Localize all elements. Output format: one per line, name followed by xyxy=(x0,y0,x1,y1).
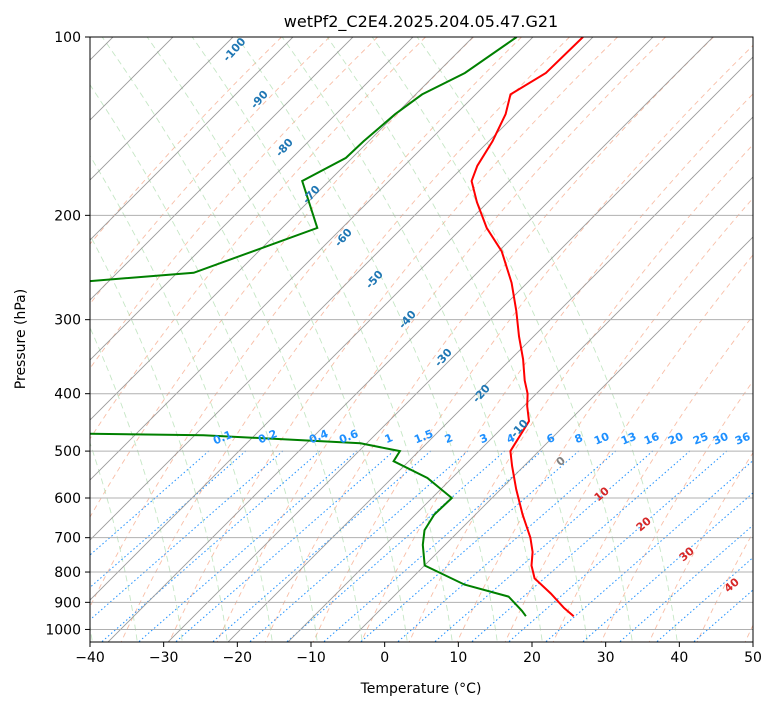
y-tick-label: 500 xyxy=(54,444,81,460)
moist-adiabat-curve xyxy=(416,37,678,642)
mixing-ratio-label: 13 xyxy=(619,430,638,448)
y-axis-label: Pressure (hPa) xyxy=(13,289,29,389)
y-tick-label: 800 xyxy=(54,565,81,581)
mixing-ratio-line xyxy=(655,556,753,642)
dry-adiabat-curve xyxy=(264,37,715,642)
dry-adiabat-curve xyxy=(120,37,571,642)
isotherm-line xyxy=(347,236,753,642)
x-tick-label: 10 xyxy=(449,650,467,666)
dry-adiabat-curve xyxy=(216,37,667,642)
moist-adiabat-curve xyxy=(90,326,183,642)
dewpoint-profile-line xyxy=(90,37,527,617)
dry-adiabat-curve xyxy=(90,37,331,305)
mixing-ratio-line xyxy=(137,449,359,642)
y-tick-label: 600 xyxy=(54,491,81,507)
mixing-ratio-line xyxy=(174,449,396,642)
x-tick-label: −20 xyxy=(223,650,253,666)
isotherm-line xyxy=(90,37,474,421)
isotherm-line xyxy=(287,176,753,642)
mixing-ratio-label: 1 xyxy=(383,431,395,446)
x-tick-label: −10 xyxy=(296,650,326,666)
mixing-ratio-line xyxy=(470,449,692,642)
mixing-ratio-line xyxy=(211,449,433,642)
dry-adiabat-curve xyxy=(168,37,619,642)
moist-adiabat-curve xyxy=(90,234,228,642)
plot-frame xyxy=(89,36,754,643)
mixing-ratio-label: 3 xyxy=(478,431,490,446)
mixing-ratio-line xyxy=(433,449,655,642)
isotherm-line xyxy=(107,37,714,642)
x-tick-label: 30 xyxy=(597,650,615,666)
isotherm-line xyxy=(227,116,753,642)
mixing-ratio-label: 2 xyxy=(443,431,455,446)
mixing-ratio-line xyxy=(544,459,753,642)
mixing-ratio-line xyxy=(100,449,322,642)
isotherm-line xyxy=(90,37,354,301)
isotherm-line xyxy=(167,56,753,642)
mixing-ratio-line xyxy=(618,524,753,642)
y-tick-label: 900 xyxy=(54,595,81,611)
dry-adiabat-curve xyxy=(90,37,283,245)
mixing-ratio-label: 16 xyxy=(642,430,661,448)
mixing-ratio-label: 10 xyxy=(592,430,611,448)
mixing-ratio-label: 30 xyxy=(711,430,730,448)
moist-adiabat-curve xyxy=(90,84,318,642)
dry-adiabat-curve xyxy=(360,93,753,642)
moist-adiabat-curve xyxy=(101,37,363,642)
mixing-ratio-label: 20 xyxy=(666,430,685,448)
y-tick-label: 1000 xyxy=(45,622,81,638)
x-tick-label: 0 xyxy=(380,650,389,666)
mixing-ratio-line xyxy=(692,589,753,642)
x-tick-label: 50 xyxy=(744,650,762,666)
chart-title: wetPf2_C2E4.2025.204.05.47.G21 xyxy=(284,12,558,32)
isotherm-line xyxy=(90,37,534,481)
axis-ticks: −40 −30 −20 −10 0 10 20 30 40 50 100 200 300 400 500 60… xyxy=(45,30,762,666)
x-tick-label: −40 xyxy=(75,650,105,666)
x-axis-label: Temperature (°C) xyxy=(360,681,482,697)
y-tick-label: 300 xyxy=(54,313,81,329)
mixing-ratio-line xyxy=(396,449,618,642)
y-tick-label: 700 xyxy=(54,531,81,547)
x-tick-label: −30 xyxy=(149,650,179,666)
mixing-ratio-label: 36 xyxy=(733,430,752,448)
dry-adiabat-curve xyxy=(312,44,753,642)
mixing-ratio-line xyxy=(507,449,729,642)
y-tick-label: 200 xyxy=(54,208,81,224)
mixing-ratio-label: 8 xyxy=(573,431,585,446)
y-tick-label: 100 xyxy=(54,30,81,46)
mixing-ratio-line xyxy=(285,449,507,642)
mixing-ratio-line xyxy=(359,449,581,642)
moist-adiabat-curve xyxy=(146,37,408,642)
moist-adiabat-curve xyxy=(191,37,453,642)
mixing-ratio-line xyxy=(581,492,753,642)
moist-adiabat-curve xyxy=(90,155,273,642)
moist-adiabat-curve xyxy=(371,37,633,642)
moist-adiabat-curve xyxy=(236,37,498,642)
dry-adiabat-curve xyxy=(90,37,379,370)
x-tick-label: 40 xyxy=(670,650,688,666)
mixing-ratio-line xyxy=(248,449,470,642)
y-tick-label: 400 xyxy=(54,387,81,403)
temperature-profile-line xyxy=(470,37,584,617)
isotherm-line xyxy=(90,37,414,361)
mixing-ratio-label: 25 xyxy=(691,430,710,448)
x-tick-label: 20 xyxy=(523,650,541,666)
moist-adiabat-curve xyxy=(281,37,543,642)
mixing-ratio-line xyxy=(322,449,544,642)
dry-adiabat-curve xyxy=(90,37,427,440)
dry-adiabat-curve xyxy=(90,37,523,608)
series-layer xyxy=(90,37,584,617)
